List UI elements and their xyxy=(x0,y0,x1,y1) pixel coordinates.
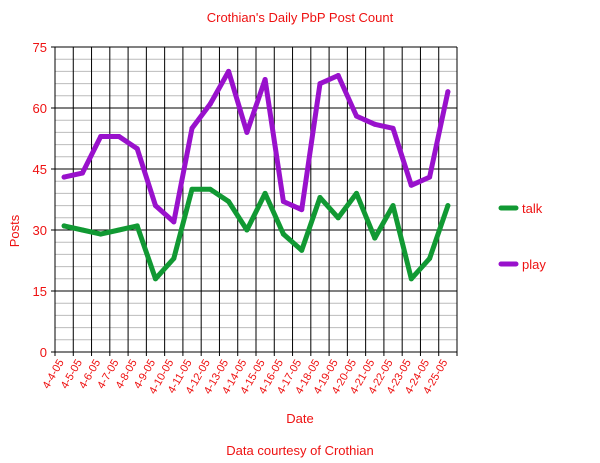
data-point-play xyxy=(427,174,433,180)
data-point-talk xyxy=(79,227,85,233)
y-axis-label: Posts xyxy=(7,214,22,247)
data-point-play xyxy=(354,113,359,119)
data-point-play xyxy=(171,219,177,225)
y-tick-label: 0 xyxy=(40,345,47,360)
data-point-talk xyxy=(299,247,305,253)
data-point-talk xyxy=(116,227,122,233)
data-point-play xyxy=(244,129,250,135)
y-tick-label: 15 xyxy=(33,284,47,299)
data-point-talk xyxy=(354,190,359,196)
data-point-talk xyxy=(280,231,286,237)
data-point-talk xyxy=(244,227,250,233)
legend-label-play: play xyxy=(522,257,546,272)
y-tick-label: 45 xyxy=(33,162,47,177)
data-point-play xyxy=(61,174,67,180)
data-point-play xyxy=(153,203,158,209)
data-point-talk xyxy=(408,276,414,282)
data-point-talk xyxy=(61,223,67,229)
y-tick-label: 75 xyxy=(33,40,47,55)
chart-footer: Data courtesy of Crothian xyxy=(226,443,373,458)
data-point-play xyxy=(226,68,232,74)
legend-label-talk: talk xyxy=(522,201,543,216)
data-point-talk xyxy=(262,190,268,196)
y-tick-label: 60 xyxy=(33,101,47,116)
data-point-play xyxy=(79,170,85,176)
data-point-talk xyxy=(335,215,341,221)
data-point-play xyxy=(299,207,305,213)
data-point-play xyxy=(189,125,195,131)
data-point-talk xyxy=(98,231,104,237)
data-point-play xyxy=(116,133,122,139)
data-point-play xyxy=(317,81,323,87)
data-point-talk xyxy=(134,223,140,229)
data-point-talk xyxy=(317,194,323,200)
data-point-talk xyxy=(226,199,232,205)
data-point-play xyxy=(372,121,378,127)
data-point-play xyxy=(207,101,213,107)
series-line-play xyxy=(61,68,451,225)
data-point-talk xyxy=(390,203,396,209)
data-point-play xyxy=(280,199,286,205)
data-point-play xyxy=(98,133,104,139)
data-point-talk xyxy=(372,235,378,241)
series-line-talk xyxy=(61,186,451,282)
data-point-play xyxy=(445,89,451,95)
data-point-talk xyxy=(189,186,195,192)
data-point-play xyxy=(390,125,396,131)
data-point-talk xyxy=(153,276,158,282)
x-axis-label: Date xyxy=(286,411,313,426)
data-point-talk xyxy=(445,203,451,209)
data-point-talk xyxy=(171,255,177,261)
y-tick-label: 30 xyxy=(33,223,47,238)
data-point-play xyxy=(262,77,268,83)
data-point-play xyxy=(134,146,140,152)
data-point-play xyxy=(335,72,341,78)
data-point-talk xyxy=(207,186,213,192)
data-point-talk xyxy=(427,255,433,261)
data-point-play xyxy=(408,182,414,188)
chart-title: Crothian's Daily PbP Post Count xyxy=(207,10,394,25)
